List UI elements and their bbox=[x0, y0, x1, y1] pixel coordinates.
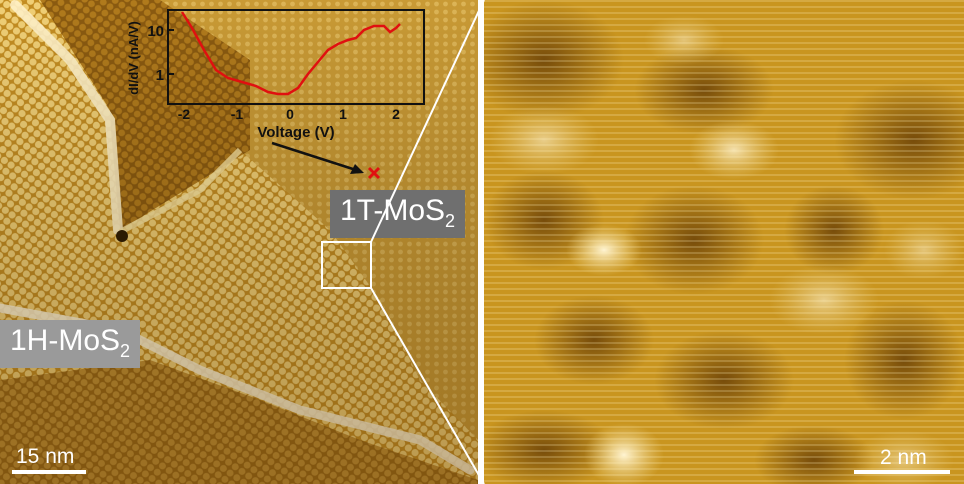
label-1h-mos2: 1H-MoS2 bbox=[0, 320, 141, 368]
dIdV-curve bbox=[180, 11, 401, 96]
inset-ylabel: dI/dV (nA/V) bbox=[128, 21, 141, 95]
label-1t-mos2: 1T-MoS2 bbox=[330, 190, 466, 238]
scale-bar-label-right: 2 nm bbox=[880, 446, 927, 469]
left-stm-image: dI/dV (nA/V) 10 1 -2 -1 0 1 2 Voltage (V… bbox=[0, 0, 478, 484]
inset-xtick-1: 1 bbox=[339, 106, 347, 122]
panel-separator bbox=[478, 0, 484, 484]
inset-ytick-1: 1 bbox=[156, 67, 164, 84]
inset-xtick-2: 2 bbox=[392, 106, 400, 122]
inset-axes-frame bbox=[167, 9, 425, 105]
dIdV-inset-plot: dI/dV (nA/V) 10 1 -2 -1 0 1 2 Voltage (V… bbox=[128, 9, 425, 140]
inset-xtick-0: 0 bbox=[286, 106, 294, 122]
spectrum-location-marker bbox=[367, 166, 381, 180]
inset-xtick-m2: -2 bbox=[178, 106, 191, 122]
scale-bar-left bbox=[12, 470, 86, 474]
zoom-region-box bbox=[321, 241, 372, 289]
arrow-to-marker bbox=[271, 141, 364, 174]
inset-xtick-m1: -1 bbox=[231, 106, 244, 122]
scale-bar-right bbox=[854, 470, 950, 474]
scan-lines bbox=[484, 0, 964, 484]
right-stm-image: 2 nm bbox=[484, 0, 964, 484]
right-stm-surface bbox=[484, 0, 964, 484]
inset-xlabel: Voltage (V) bbox=[257, 124, 334, 140]
scale-bar-label-left: 15 nm bbox=[16, 445, 75, 468]
inset-ytick-10: 10 bbox=[147, 23, 164, 40]
projection-line-top bbox=[370, 0, 485, 243]
projection-line-bottom bbox=[370, 287, 485, 484]
